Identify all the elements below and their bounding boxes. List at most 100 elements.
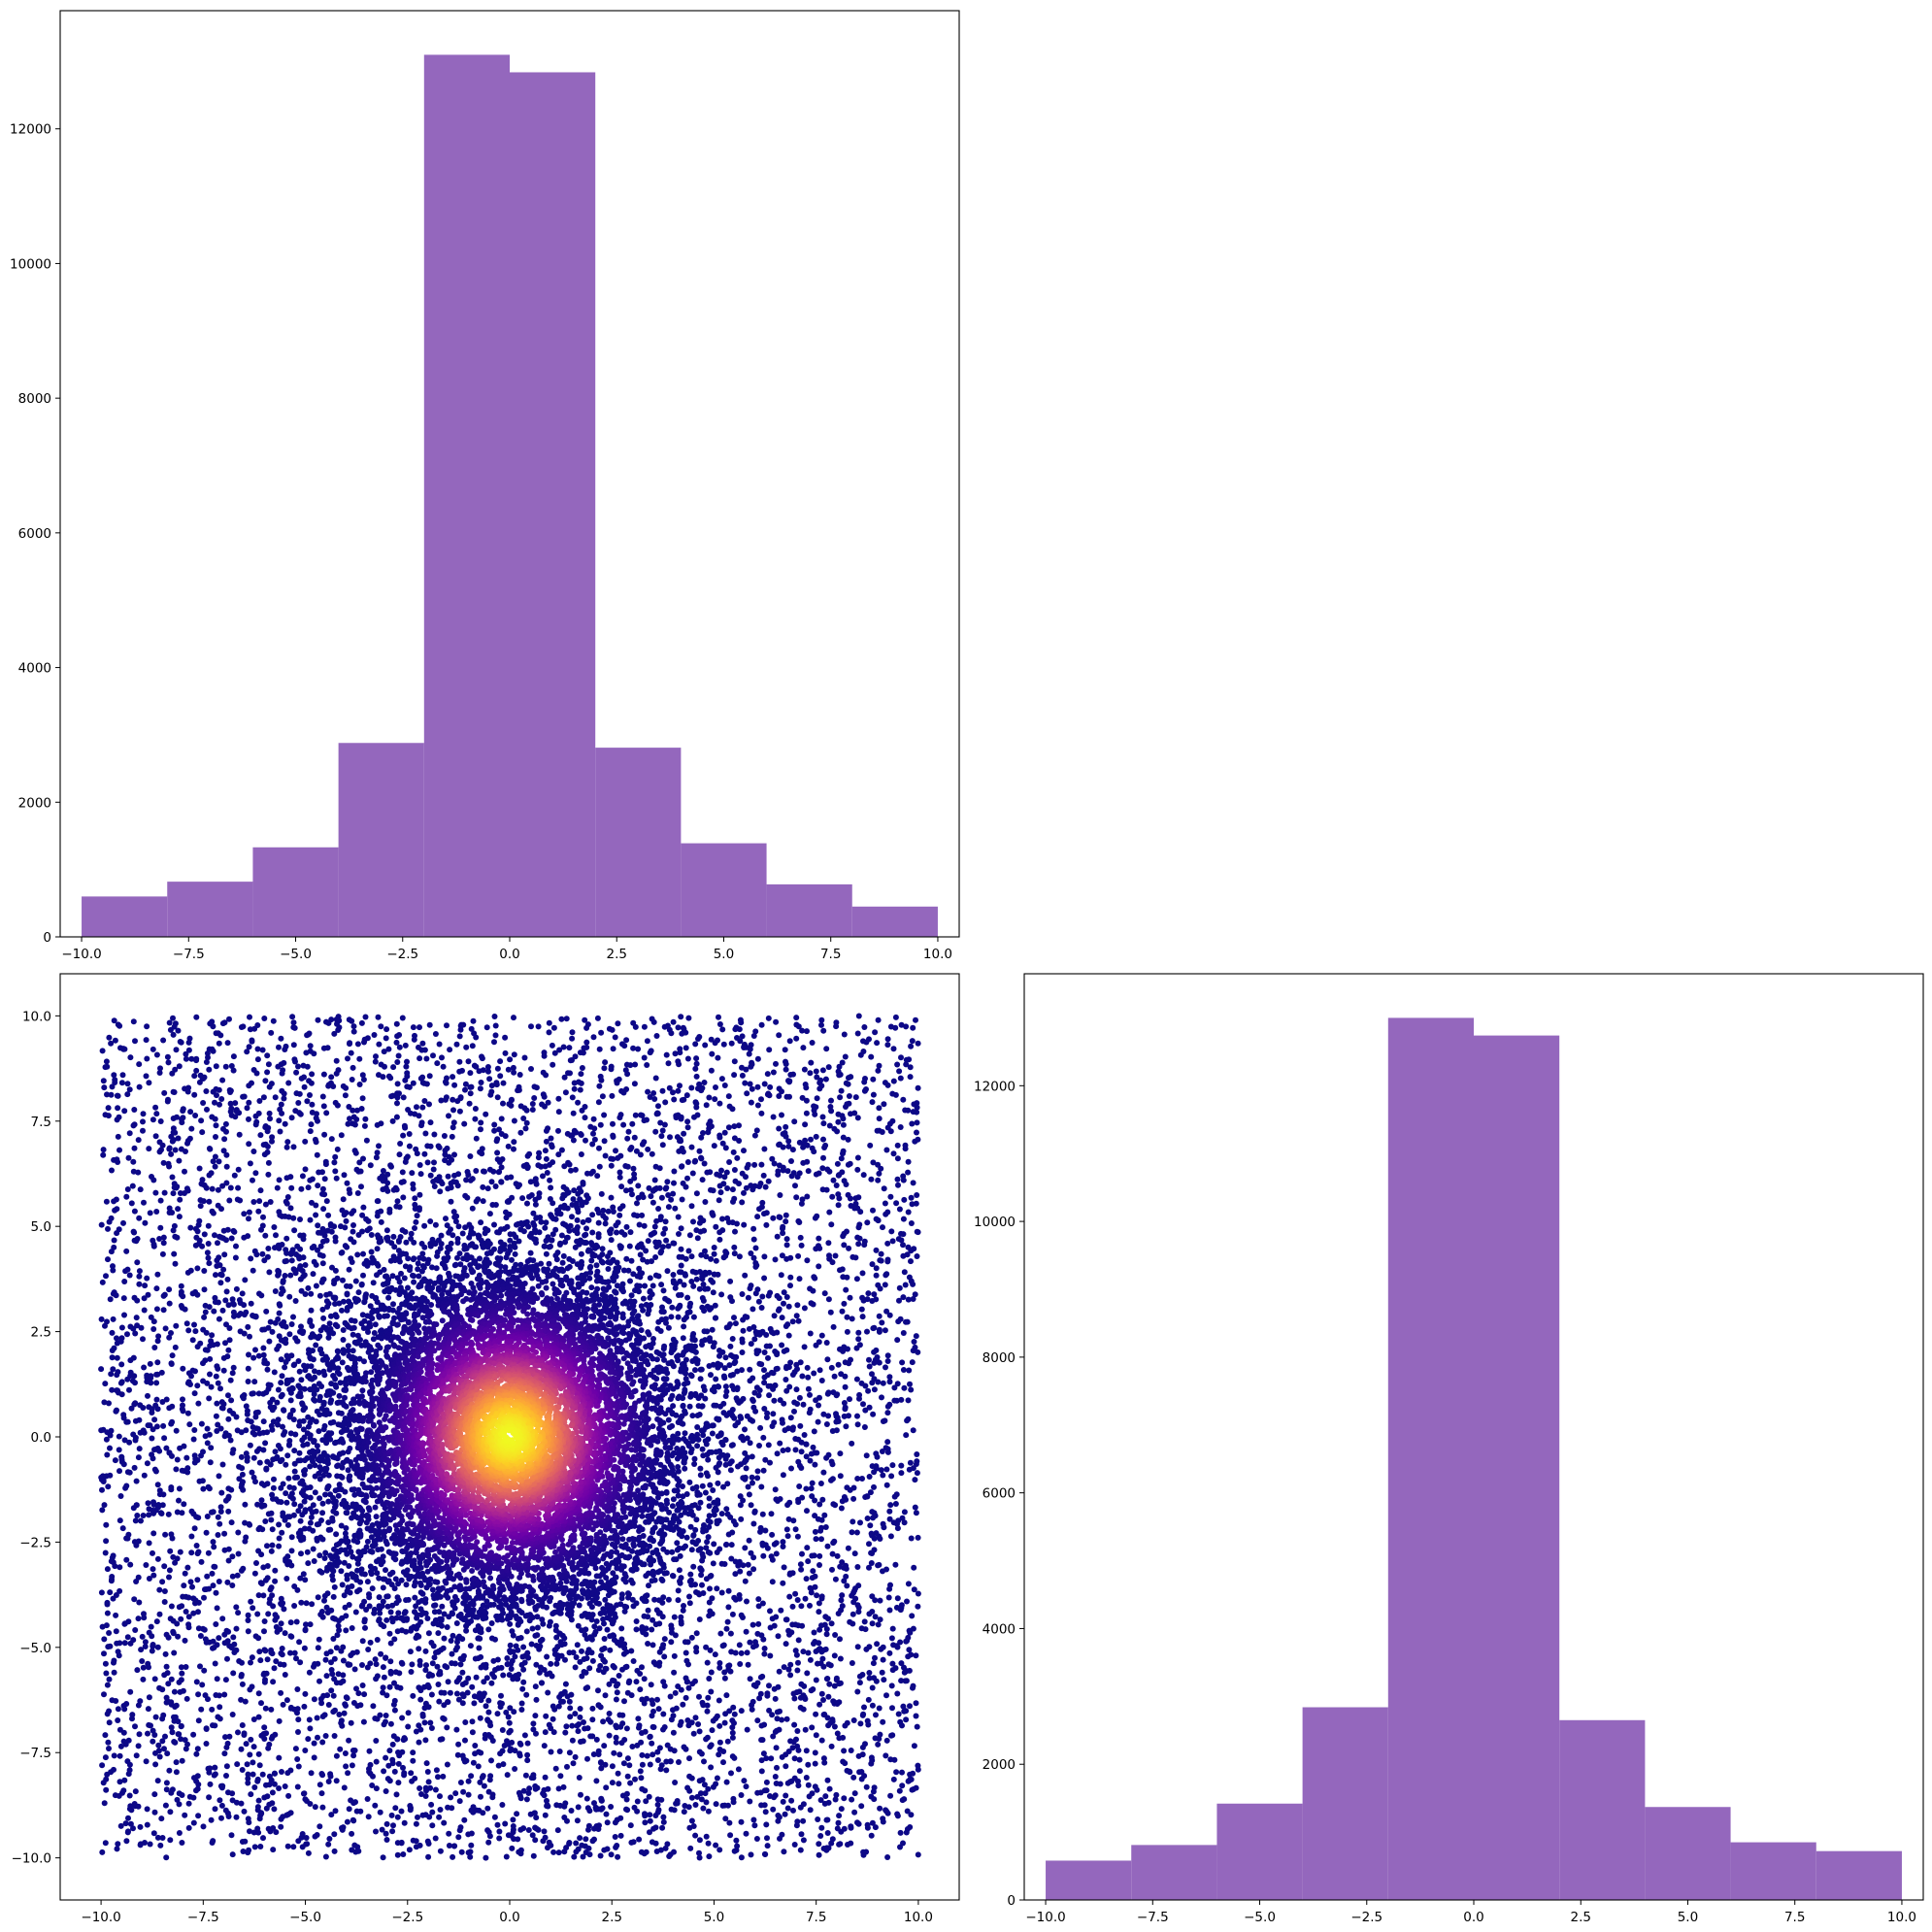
scatter-point	[818, 1690, 825, 1697]
scatter-point	[214, 1341, 220, 1348]
scatter-point	[854, 1115, 861, 1121]
scatter-point	[150, 1326, 157, 1332]
scatter-point	[886, 1607, 893, 1614]
scatter-point	[780, 1539, 786, 1546]
scatter-point	[913, 1333, 919, 1340]
scatter-point	[483, 1024, 490, 1031]
scatter-point	[233, 1414, 240, 1420]
scatter-point	[860, 1401, 866, 1408]
scatter-point	[769, 1423, 776, 1429]
scatter-point	[615, 1154, 621, 1161]
scatter-point	[775, 1307, 782, 1314]
scatter-point	[249, 1654, 255, 1661]
scatter-point	[767, 1608, 773, 1615]
scatter-point	[889, 1625, 896, 1632]
scatter-point	[682, 1803, 688, 1809]
scatter-point	[400, 1851, 407, 1857]
scatter-point	[220, 1266, 227, 1273]
scatter-point	[739, 1291, 746, 1297]
scatter-point	[227, 1089, 234, 1095]
scatter-point	[752, 1639, 758, 1646]
scatter-point	[791, 1755, 798, 1762]
scatter-point	[679, 1097, 685, 1104]
scatter-point	[890, 1046, 897, 1052]
scatter-point	[134, 1513, 141, 1518]
scatter-point	[866, 1611, 873, 1617]
scatter-point	[144, 1460, 150, 1467]
scatter-point	[285, 1080, 292, 1086]
scatter-point	[415, 1814, 420, 1820]
scatter-point	[828, 1221, 835, 1228]
scatter-point	[278, 1620, 284, 1627]
scatter-point	[309, 1176, 316, 1183]
scatter-point	[205, 1054, 211, 1061]
scatter-point	[124, 1091, 131, 1098]
scatter-point	[661, 1653, 668, 1660]
scatter-point	[350, 1816, 356, 1823]
scatter-point	[910, 1348, 916, 1354]
scatter-point	[713, 1801, 719, 1808]
scatter-point	[264, 1793, 271, 1800]
scatter-point	[266, 1269, 273, 1276]
scatter-point	[767, 1624, 774, 1631]
scatter-point	[247, 1333, 252, 1340]
scatter-point	[297, 1246, 304, 1252]
scatter-point	[114, 1354, 120, 1361]
scatter-point	[279, 1646, 285, 1651]
scatter-point	[731, 1123, 738, 1130]
scatter-point	[619, 1720, 626, 1727]
scatter-point	[132, 1627, 139, 1633]
scatter-point	[908, 1043, 915, 1049]
scatter-point	[796, 1768, 803, 1775]
scatter-point	[242, 1838, 249, 1845]
scatter-point	[697, 1790, 704, 1797]
scatter-point	[626, 1678, 633, 1684]
scatter-point	[884, 1042, 891, 1049]
scatter-point	[217, 1520, 223, 1527]
y-tick-label: 10000	[10, 256, 51, 272]
scatter-point	[417, 1171, 424, 1178]
scatter-point	[300, 1254, 307, 1261]
scatter-point	[168, 1676, 175, 1682]
scatter-point	[451, 1843, 458, 1849]
scatter-point	[749, 1698, 756, 1705]
scatter-point	[269, 1592, 276, 1599]
scatter-point	[869, 1819, 876, 1826]
scatter-point	[304, 1098, 311, 1105]
scatter-point	[825, 1693, 832, 1700]
scatter-point	[763, 1343, 770, 1349]
scatter-point	[835, 1172, 842, 1179]
scatter-point	[817, 1797, 824, 1804]
scatter-point	[414, 1104, 419, 1111]
scatter-point	[216, 1579, 222, 1584]
scatter-point	[159, 1142, 166, 1149]
scatter-point	[437, 1793, 443, 1800]
scatter-point	[909, 1613, 916, 1619]
scatter-point	[721, 1083, 728, 1088]
scatter-point	[209, 1185, 216, 1192]
scatter-point	[258, 1292, 265, 1299]
scatter-point	[499, 1727, 506, 1733]
scatter-point	[542, 1812, 549, 1818]
scatter-point	[425, 1779, 432, 1785]
scatter-point	[117, 1752, 123, 1759]
scatter-point	[898, 1054, 904, 1061]
scatter-point	[172, 1714, 179, 1720]
scatter-point	[193, 1750, 200, 1757]
scatter-point	[870, 1159, 877, 1166]
scatter-point	[876, 1062, 883, 1069]
scatter-point	[771, 1397, 778, 1404]
scatter-point	[301, 1645, 308, 1651]
scatter-point	[771, 1541, 778, 1548]
scatter-point	[447, 1047, 453, 1053]
scatter-point	[302, 1626, 309, 1633]
scatter-point	[221, 1251, 228, 1258]
scatter-point	[159, 1686, 166, 1693]
scatter-point	[543, 1155, 550, 1162]
scatter-point	[161, 1435, 168, 1442]
scatter-point	[883, 1692, 889, 1699]
scatter-point	[532, 1713, 539, 1719]
scatter-point	[232, 1114, 239, 1120]
scatter-point	[223, 1773, 229, 1779]
scatter-point	[838, 1806, 845, 1813]
